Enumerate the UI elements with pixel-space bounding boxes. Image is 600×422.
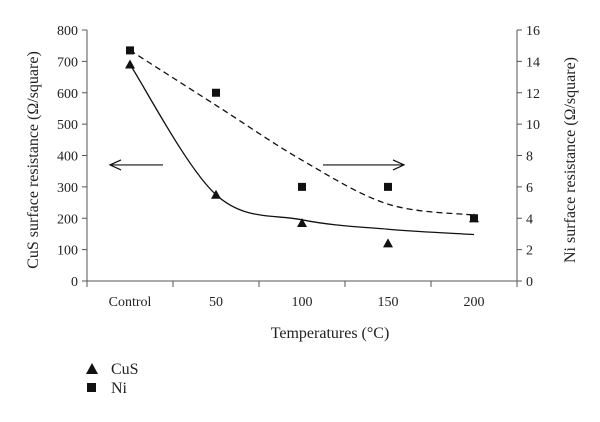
square-icon — [87, 383, 96, 392]
data-point-ni — [470, 214, 478, 223]
y-right-tick-label: 8 — [526, 150, 533, 165]
x-tick-label: 150 — [378, 295, 399, 310]
y-left-tick-label: 300 — [57, 181, 78, 196]
y-axis-left-ticks: 0 100 200 300 400 500 600 700 800 — [57, 24, 87, 290]
data-point-cus — [297, 217, 307, 227]
legend: CuS Ni — [86, 361, 139, 397]
y-left-tick-label: 800 — [57, 24, 78, 39]
trend-line-ni — [129, 49, 475, 216]
y-right-tick-label: 14 — [526, 55, 540, 70]
y-right-tick-label: 4 — [526, 212, 533, 227]
x-tick-label: Control — [109, 295, 152, 310]
x-axis-ticks: Control 50 100 150 200 — [86, 281, 518, 310]
y-axis-right-ticks: 0 2 4 6 8 10 12 14 16 — [517, 24, 540, 290]
y-left-tick-label: 200 — [57, 212, 78, 227]
y-right-tick-label: 2 — [526, 244, 533, 259]
data-point-cus — [211, 189, 221, 199]
y-right-tick-label: 0 — [526, 275, 533, 290]
trend-line-cus — [129, 64, 475, 236]
x-tick-label: 50 — [209, 295, 223, 310]
data-point-ni — [384, 182, 392, 191]
y-left-tick-label: 700 — [57, 55, 78, 70]
data-points — [125, 46, 479, 248]
y-right-tick-label: 6 — [526, 181, 533, 196]
legend-label-cus: CuS — [111, 361, 139, 378]
data-point-cus — [125, 59, 135, 69]
trend-lines — [129, 49, 475, 236]
data-point-ni — [212, 88, 220, 97]
data-point-cus — [383, 238, 393, 248]
x-axis-label: Temperatures (°C) — [271, 325, 390, 342]
x-tick-label: 100 — [292, 295, 313, 310]
data-point-ni — [126, 46, 134, 55]
y-right-tick-label: 12 — [526, 87, 540, 102]
legend-item-ni: Ni — [87, 380, 128, 397]
triangle-icon — [86, 363, 98, 374]
y-left-tick-label: 100 — [57, 244, 78, 259]
y-left-tick-label: 500 — [57, 118, 78, 133]
legend-label-ni: Ni — [111, 380, 128, 397]
data-point-ni — [298, 182, 306, 191]
y-axis-left-label: CuS surface resistance (Ω/square) — [25, 51, 42, 269]
y-left-tick-label: 600 — [57, 87, 78, 102]
y-axis-right-label: Ni surface resistance (Ω/square) — [562, 57, 579, 263]
axes — [86, 30, 518, 282]
y-right-tick-label: 10 — [526, 118, 540, 133]
y-left-tick-label: 400 — [57, 150, 78, 165]
legend-item-cus: CuS — [86, 361, 139, 378]
y-left-tick-label: 0 — [71, 275, 78, 290]
y-right-tick-label: 16 — [526, 24, 540, 39]
x-tick-label: 200 — [464, 295, 485, 310]
